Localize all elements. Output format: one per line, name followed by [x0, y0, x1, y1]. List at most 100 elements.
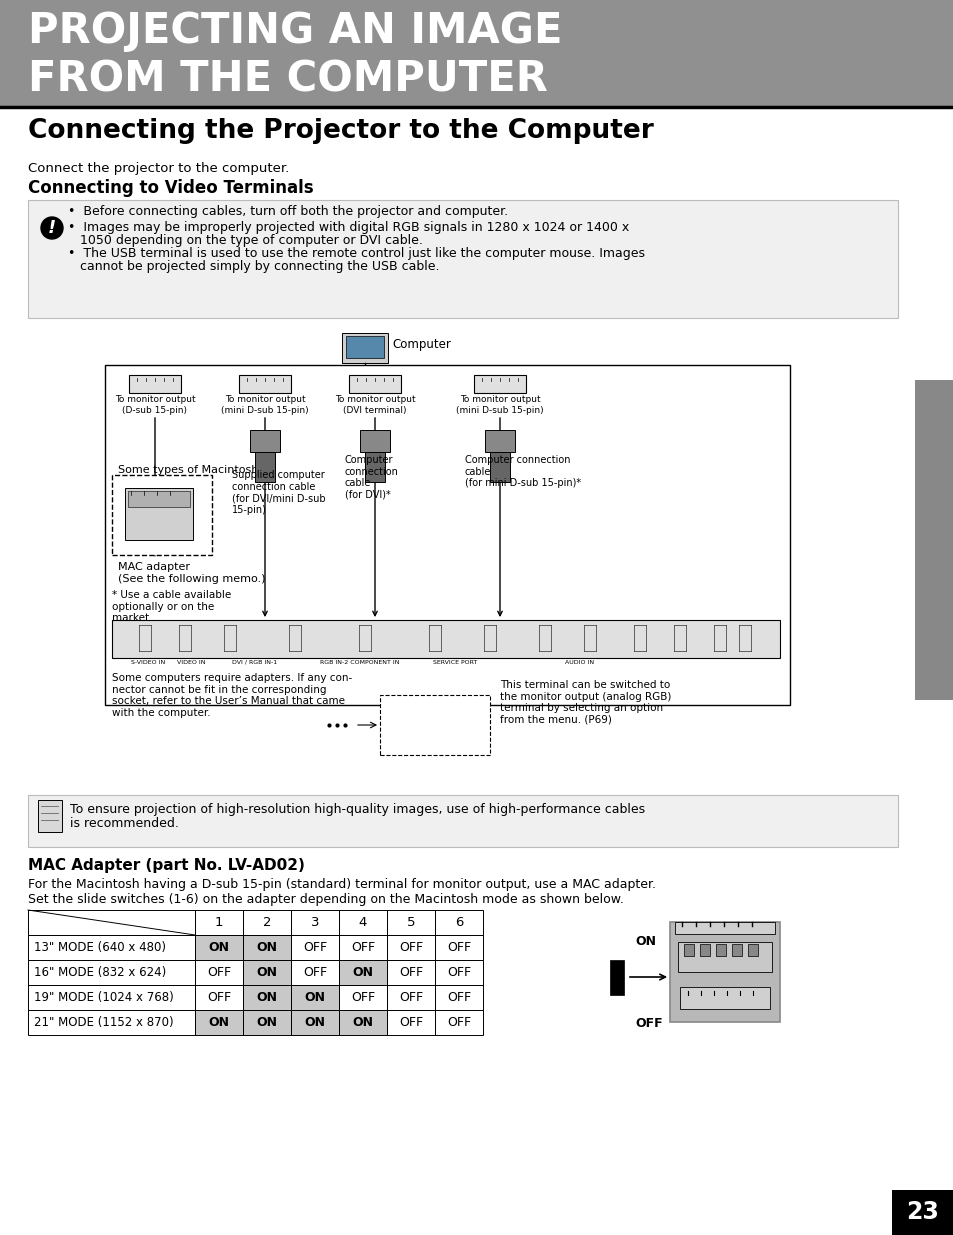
Text: To ensure projection of high-resolution high-quality images, use of high-perform: To ensure projection of high-resolution …	[70, 803, 644, 816]
Bar	[243, 1010, 291, 1035]
Text: OFF: OFF	[398, 941, 422, 953]
Text: OFF: OFF	[446, 990, 471, 1004]
Bar	[474, 375, 525, 393]
Text: 16" MODE (832 x 624): 16" MODE (832 x 624)	[34, 966, 166, 979]
Bar	[38, 800, 62, 832]
Bar	[338, 986, 387, 1010]
Text: To monitor output: To monitor output	[114, 395, 195, 404]
Text: Set the slide switches (1-6) on the adapter depending on the Macintosh mode as s: Set the slide switches (1-6) on the adap…	[28, 893, 623, 906]
Bar	[435, 935, 482, 960]
Text: 2: 2	[262, 916, 271, 929]
Text: 5: 5	[406, 916, 415, 929]
Bar	[243, 935, 291, 960]
Text: PROJECTING AN IMAGE: PROJECTING AN IMAGE	[28, 10, 562, 52]
Bar	[914, 380, 953, 700]
Text: ON: ON	[209, 941, 230, 953]
Text: 6: 6	[455, 916, 463, 929]
Text: OFF: OFF	[351, 990, 375, 1004]
Text: OFF: OFF	[398, 966, 422, 979]
Text: cannot be projected simply by connecting the USB cable.: cannot be projected simply by connecting…	[68, 261, 439, 273]
Bar	[125, 488, 193, 540]
Bar	[112, 620, 780, 658]
Bar	[28, 200, 897, 317]
Text: 4: 4	[358, 916, 367, 929]
Text: ON: ON	[304, 990, 325, 1004]
Text: Connecting to Video Terminals: Connecting to Video Terminals	[28, 179, 314, 198]
Bar	[243, 960, 291, 986]
Text: OFF: OFF	[303, 966, 327, 979]
Text: ON: ON	[256, 966, 277, 979]
Text: Computer: Computer	[392, 338, 451, 351]
Bar	[28, 1010, 194, 1035]
Bar	[346, 336, 384, 358]
FancyBboxPatch shape	[112, 475, 212, 555]
Bar	[435, 986, 482, 1010]
Bar	[28, 795, 897, 847]
Bar	[351, 370, 378, 391]
Bar	[291, 910, 338, 935]
Bar	[243, 986, 291, 1010]
Text: MAC Adapter (part No. LV-AD02): MAC Adapter (part No. LV-AD02)	[28, 858, 305, 873]
Text: •  The USB terminal is used to use the remote control just like the computer mou: • The USB terminal is used to use the re…	[68, 247, 644, 261]
Text: (mini D-sub 15-pin): (mini D-sub 15-pin)	[456, 406, 543, 415]
Text: Connect the projector to the computer.: Connect the projector to the computer.	[28, 162, 289, 175]
FancyBboxPatch shape	[379, 695, 490, 755]
Bar	[243, 910, 291, 935]
Text: ON: ON	[209, 1016, 230, 1029]
Bar	[239, 375, 291, 393]
Text: OFF: OFF	[446, 941, 471, 953]
Text: 13" MODE (640 x 480): 13" MODE (640 x 480)	[34, 941, 166, 953]
Bar	[291, 935, 338, 960]
Bar	[28, 910, 194, 935]
Text: OFF: OFF	[446, 1016, 471, 1029]
Text: Connecting the Projector to the Computer: Connecting the Projector to the Computer	[28, 119, 653, 144]
Bar	[28, 986, 194, 1010]
Bar	[387, 935, 435, 960]
Text: For the Macintosh having a D-sub 15-pin (standard) terminal for monitor output, : For the Macintosh having a D-sub 15-pin …	[28, 878, 656, 890]
Text: PROJECTING AN IMAGE FROM THE COMPUTER: PROJECTING AN IMAGE FROM THE COMPUTER	[933, 425, 942, 656]
Bar	[291, 1010, 338, 1035]
Text: VIDEO IN: VIDEO IN	[176, 659, 205, 664]
Text: Some computers require adapters. If any con-
nector cannot be fit in the corresp: Some computers require adapters. If any …	[112, 673, 352, 718]
Bar	[28, 960, 194, 986]
Text: •  Before connecting cables, turn off both the projector and computer.: • Before connecting cables, turn off bot…	[68, 205, 508, 219]
Text: To monitor output: To monitor output	[225, 395, 305, 404]
Text: OFF: OFF	[303, 941, 327, 953]
Bar	[387, 960, 435, 986]
Text: ON: ON	[304, 1016, 325, 1029]
Bar	[291, 960, 338, 986]
Bar	[129, 375, 181, 393]
Bar	[678, 942, 771, 972]
Text: S-VIDEO IN: S-VIDEO IN	[131, 659, 165, 664]
Text: * Use a cable available
optionally or on the
market.: * Use a cable available optionally or on…	[112, 590, 231, 624]
Text: AUDIO IN: AUDIO IN	[565, 659, 594, 664]
Text: !: !	[48, 219, 56, 237]
Bar	[194, 986, 243, 1010]
Bar	[675, 923, 774, 934]
Bar	[700, 944, 709, 956]
Bar	[747, 944, 758, 956]
Bar	[338, 935, 387, 960]
Text: Supplied computer
connection cable
(for DVI/mini D-sub
15-pin): Supplied computer connection cable (for …	[232, 471, 325, 515]
Text: To monitor output: To monitor output	[459, 395, 539, 404]
Bar	[250, 430, 280, 452]
Text: (DVI terminal): (DVI terminal)	[343, 406, 406, 415]
Text: •  Images may be improperly projected with digital RGB signals in 1280 x 1024 or: • Images may be improperly projected wit…	[68, 221, 629, 233]
Text: 19" MODE (1024 x 768): 19" MODE (1024 x 768)	[34, 990, 173, 1004]
Bar	[338, 910, 387, 935]
Bar	[435, 1010, 482, 1035]
Text: OFF: OFF	[207, 990, 231, 1004]
Bar	[387, 1010, 435, 1035]
Bar	[716, 944, 725, 956]
Bar	[194, 960, 243, 986]
Circle shape	[41, 217, 63, 240]
Bar	[669, 923, 780, 1023]
Text: ON: ON	[352, 966, 374, 979]
Bar	[0, 0, 953, 107]
Text: 21" MODE (1152 x 870): 21" MODE (1152 x 870)	[34, 1016, 173, 1029]
Bar	[683, 944, 693, 956]
Text: This terminal can be switched to
the monitor output (analog RGB)
terminal by sel: This terminal can be switched to the mon…	[499, 680, 671, 725]
Text: Computer connection
cable
(for mini D-sub 15-pin)*: Computer connection cable (for mini D-su…	[464, 454, 580, 488]
Text: ON: ON	[256, 990, 277, 1004]
Text: 23: 23	[905, 1200, 939, 1224]
